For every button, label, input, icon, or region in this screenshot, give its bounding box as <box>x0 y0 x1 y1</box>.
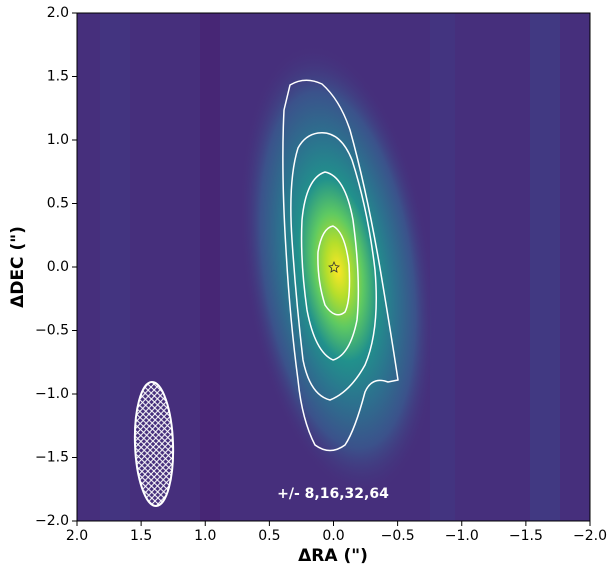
y-tick-label: 2.0 <box>47 5 69 21</box>
stripe <box>100 13 130 521</box>
y-tick-label: −1.5 <box>35 450 69 466</box>
x-axis-label: ΔRA (") <box>298 546 368 566</box>
y-tick-label: 1.5 <box>47 69 69 85</box>
y-tick-label: 0.0 <box>47 259 69 275</box>
x-tick-label: 0.5 <box>258 528 280 544</box>
y-tick-label: −0.5 <box>35 323 69 339</box>
annotation: +/- 8,16,32,64 <box>277 486 389 502</box>
x-tick-label: −0.5 <box>381 528 415 544</box>
contour <box>290 132 377 401</box>
star-marker <box>328 260 340 273</box>
contour <box>282 79 399 452</box>
beam <box>133 381 175 507</box>
x-tick-label: −2.0 <box>573 528 607 544</box>
x-tick-label: 0.0 <box>322 528 344 544</box>
x-tick-label: 1.0 <box>194 528 216 544</box>
y-tick-label: 0.5 <box>47 196 69 212</box>
stripe <box>200 13 220 521</box>
x-tick-label: 1.5 <box>130 528 152 544</box>
image-area: +/- 8,16,32,64 <box>77 13 590 521</box>
y-tick-label: −1.0 <box>35 386 69 402</box>
emission <box>238 41 438 499</box>
y-axis-label: ΔDEC (") <box>8 226 28 308</box>
contour <box>317 225 351 316</box>
stripe <box>530 13 560 521</box>
y-tick-label: 1.0 <box>47 132 69 148</box>
y-tick-label: −2.0 <box>35 513 69 529</box>
stripe <box>430 13 455 521</box>
contour <box>300 171 360 361</box>
x-tick-label: −1.0 <box>445 528 479 544</box>
contours <box>282 79 399 452</box>
x-tick-label: 2.0 <box>66 528 88 544</box>
x-tick-label: −1.5 <box>509 528 543 544</box>
